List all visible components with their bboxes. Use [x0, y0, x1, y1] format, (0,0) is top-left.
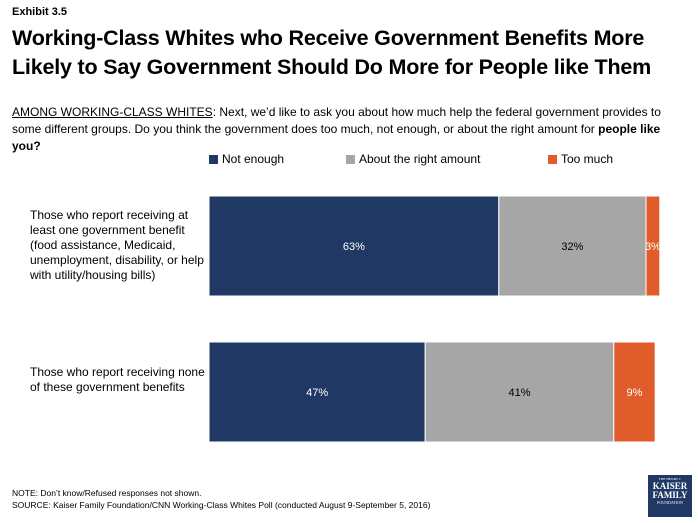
- data-label-too-much-row-1: 3%: [645, 241, 661, 253]
- data-label-about-right-row-2: 41%: [508, 387, 530, 399]
- chart-title: Working-Class Whites who Receive Governm…: [12, 26, 652, 79]
- bar-about-right-row-1: [498, 195, 647, 297]
- stacked-bar-chart: Those who report receiving at least one …: [0, 180, 698, 460]
- legend-item-about-right: About the right amount: [346, 152, 480, 166]
- bar-not-enough-row-2: [208, 341, 426, 443]
- survey-question: AMONG WORKING-CLASS WHITES: Next, we’d l…: [12, 104, 684, 155]
- legend-item-not-enough: Not enough: [209, 152, 284, 166]
- category-label-no-benefits: Those who report receiving none of these…: [30, 365, 205, 394]
- question-body: : Next, we’d like to ask you about how m…: [12, 105, 661, 136]
- kff-logo: THE HENRY J. KAISER FAMILY FOUNDATION: [648, 475, 692, 517]
- bars-svg: 63% 32% 3% 47% 41% 9%: [208, 195, 661, 443]
- footer: NOTE: Don’t know/Refused responses not s…: [12, 487, 430, 511]
- legend-swatch-about-right: [346, 154, 355, 164]
- logo-line-2: KAISER: [652, 481, 688, 491]
- data-label-about-right-row-1: 32%: [561, 241, 583, 253]
- bar-too-much-row-1: [645, 195, 661, 297]
- bar-too-much-row-2: [613, 341, 656, 443]
- legend-item-too-much: Too much: [548, 152, 613, 166]
- legend: Not enough About the right amount Too mu…: [0, 152, 698, 170]
- legend-label-too-much: Too much: [561, 152, 614, 166]
- legend-label-not-enough: Not enough: [222, 152, 285, 166]
- exhibit-number: Exhibit 3.5: [12, 6, 68, 18]
- question-emphasis: people like you?: [12, 122, 661, 153]
- category-label-receives-benefits: Those who report receiving at least one …: [30, 208, 204, 282]
- legend-swatch-too-much: [548, 154, 557, 164]
- data-label-not-enough-row-2: 47%: [306, 387, 328, 399]
- logo-line-1: THE HENRY J.: [658, 477, 682, 481]
- data-label-not-enough-row-1: 63%: [343, 241, 365, 253]
- data-label-too-much-row-2: 9%: [627, 387, 643, 399]
- footer-note: NOTE: Don’t know/Refused responses not s…: [12, 488, 202, 498]
- footer-source: SOURCE: Kaiser Family Foundation/CNN Wor…: [12, 500, 431, 510]
- logo-line-4: FOUNDATION: [657, 500, 683, 505]
- question-lead: AMONG WORKING-CLASS WHITES: [12, 105, 213, 119]
- logo-line-3: FAMILY: [652, 490, 688, 500]
- legend-label-about-right: About the right amount: [359, 152, 481, 166]
- legend-swatch-not-enough: [209, 154, 218, 164]
